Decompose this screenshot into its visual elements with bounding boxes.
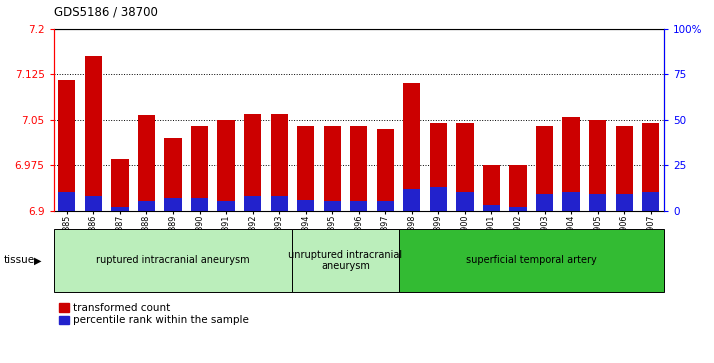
Bar (377, 129, 394, 211)
Bar (536, 126, 553, 211)
Text: tissue: tissue (4, 256, 35, 265)
Bar (536, 194, 553, 211)
Bar (350, 201, 368, 211)
Bar (456, 192, 473, 211)
Bar (138, 201, 155, 211)
Text: ▶: ▶ (34, 256, 42, 265)
Bar (293, 229, 398, 292)
Bar (456, 123, 473, 211)
Bar (403, 189, 421, 211)
Bar (323, 201, 341, 211)
Bar (271, 114, 288, 211)
Bar (589, 194, 606, 211)
Bar (403, 83, 421, 211)
Text: superficial temporal artery: superficial temporal artery (466, 256, 597, 265)
Bar (563, 192, 580, 211)
Bar (191, 126, 208, 211)
Text: ruptured intracranial aneurysm: ruptured intracranial aneurysm (96, 256, 250, 265)
Bar (398, 229, 664, 292)
Bar (615, 194, 633, 211)
Bar (297, 126, 314, 211)
Bar (483, 165, 500, 211)
Text: GDS5186 / 38700: GDS5186 / 38700 (54, 5, 157, 18)
Bar (509, 165, 527, 211)
Bar (483, 205, 500, 211)
Bar (377, 201, 394, 211)
Bar (350, 126, 368, 211)
Bar (509, 207, 527, 211)
Bar (642, 123, 659, 211)
Legend: transformed count, percentile rank within the sample: transformed count, percentile rank withi… (59, 303, 249, 326)
Bar (271, 196, 288, 211)
Bar (297, 200, 314, 211)
Bar (642, 192, 659, 211)
Bar (430, 123, 447, 211)
Bar (164, 138, 181, 211)
Text: unruptured intracranial
aneurysm: unruptured intracranial aneurysm (288, 250, 403, 271)
Bar (111, 207, 129, 211)
Bar (138, 115, 155, 211)
Bar (244, 196, 261, 211)
Bar (111, 159, 129, 211)
Bar (563, 117, 580, 211)
Bar (54, 229, 293, 292)
Bar (85, 196, 102, 211)
Bar (244, 114, 261, 211)
Bar (218, 120, 235, 211)
Bar (164, 198, 181, 211)
Bar (430, 187, 447, 211)
Bar (218, 201, 235, 211)
Bar (85, 56, 102, 211)
Bar (615, 126, 633, 211)
Bar (59, 192, 76, 211)
Bar (59, 81, 76, 211)
Bar (191, 198, 208, 211)
Bar (323, 126, 341, 211)
Bar (589, 120, 606, 211)
